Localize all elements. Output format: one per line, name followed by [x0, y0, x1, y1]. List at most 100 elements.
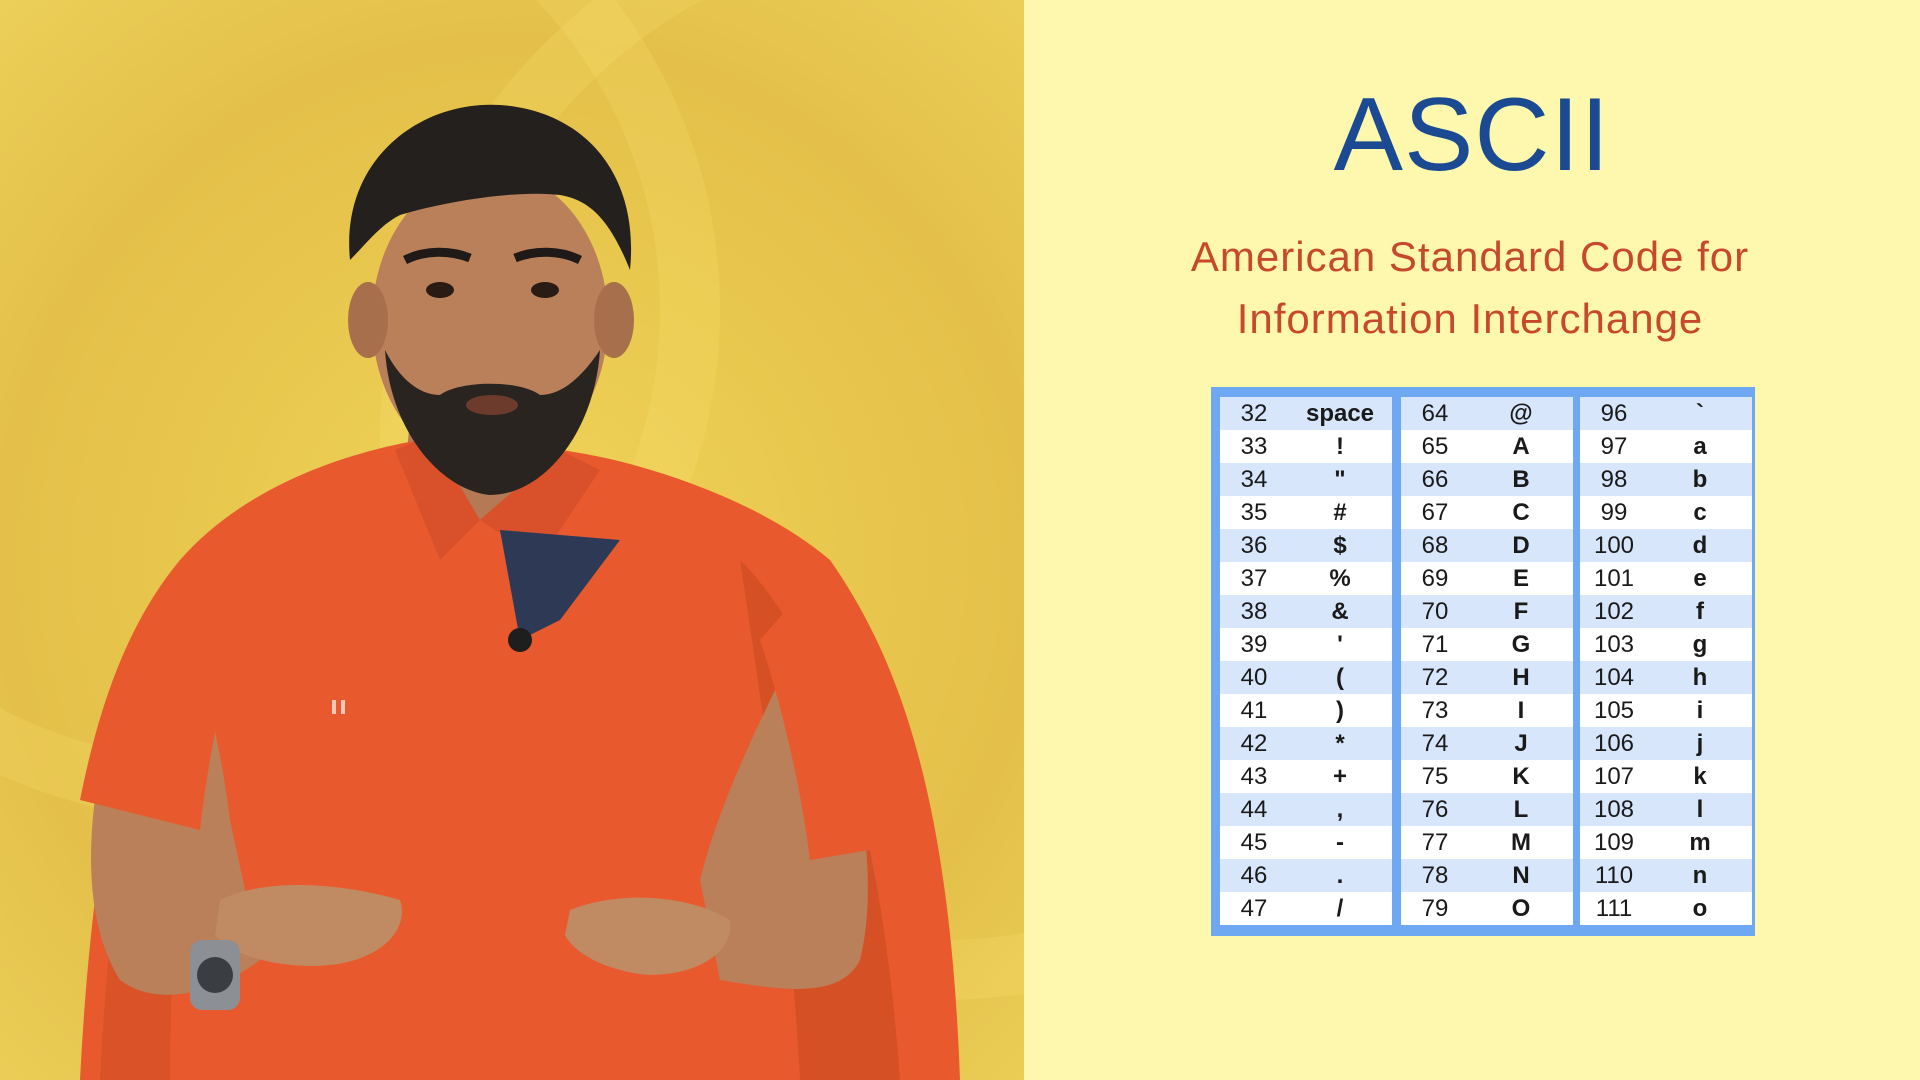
- ascii-character: G: [1511, 631, 1531, 658]
- ascii-character: `: [1696, 400, 1704, 427]
- presenter-hand: [565, 897, 731, 975]
- ascii-table-column: 64 @65 A 66 B 67 C 68 D 69 E 70 F 71 G 72 H 73 I 74 J 75 K 76 L 7…: [1401, 397, 1573, 925]
- presenter-ear: [348, 282, 388, 358]
- table-row: 33!: [1220, 430, 1392, 463]
- presenter-mouth: [466, 395, 518, 415]
- table-row: 111 o: [1580, 892, 1752, 925]
- ascii-character: N: [1512, 862, 1530, 889]
- ascii-code: 32: [1240, 400, 1268, 427]
- ascii-character: H: [1512, 664, 1530, 691]
- ascii-code: 71: [1421, 631, 1449, 658]
- table-row: 102 f: [1580, 595, 1752, 628]
- table-row: 70 F: [1401, 595, 1573, 628]
- ascii-code: 38: [1240, 598, 1268, 625]
- ascii-character: c: [1693, 499, 1707, 526]
- ascii-character: +: [1332, 763, 1347, 790]
- ascii-code: 79: [1421, 895, 1449, 922]
- ascii-character: #: [1333, 499, 1347, 526]
- presenter-figure: [80, 104, 960, 1080]
- ascii-character: E: [1512, 565, 1529, 592]
- ascii-character: F: [1513, 598, 1529, 625]
- ascii-code: 36: [1240, 532, 1268, 559]
- table-row: 109 m: [1580, 826, 1752, 859]
- table-row: 103 g: [1580, 628, 1752, 661]
- ascii-character: %: [1329, 565, 1351, 592]
- table-row: 67 C: [1401, 496, 1573, 529]
- ascii-code: 67: [1421, 499, 1449, 526]
- ascii-code: 66: [1421, 466, 1449, 493]
- table-row: 96 `: [1580, 397, 1752, 430]
- ascii-code: 70: [1421, 598, 1449, 625]
- ascii-code: 101: [1593, 565, 1635, 592]
- table-row: 77 M: [1401, 826, 1573, 859]
- ascii-character: n: [1692, 862, 1708, 889]
- table-row: 40 (: [1220, 661, 1392, 694]
- table-row: 74 J: [1401, 727, 1573, 760]
- presenter-hair: [349, 104, 632, 270]
- table-row: 106 j: [1580, 727, 1752, 760]
- ascii-code: 34: [1240, 466, 1268, 493]
- shirt-sleeve: [760, 560, 930, 860]
- table-row: 99 c: [1580, 496, 1752, 529]
- table-row: 46.: [1220, 859, 1392, 892]
- shirt-sleeve: [80, 560, 250, 830]
- ascii-character: B: [1512, 466, 1530, 493]
- slide-subtitle: American Standard Code for Information I…: [1120, 226, 1820, 350]
- ascii-character: O: [1511, 895, 1531, 922]
- ascii-code: 72: [1421, 664, 1449, 691]
- ascii-code: 43: [1240, 763, 1268, 790]
- table-row: 45 -: [1220, 826, 1392, 859]
- ascii-code: 73: [1421, 697, 1449, 724]
- shirt-collar: [395, 435, 480, 560]
- table-row: 36 $: [1220, 529, 1392, 562]
- table-row: 100 d: [1580, 529, 1752, 562]
- wristwatch-face: [197, 957, 233, 993]
- ascii-code: 103: [1593, 631, 1635, 658]
- table-row: 35 #: [1220, 496, 1392, 529]
- ascii-character: (: [1336, 664, 1344, 691]
- table-row: 38 &: [1220, 595, 1392, 628]
- ascii-code: 40: [1240, 664, 1268, 691]
- table-row: 72 H: [1401, 661, 1573, 694]
- ascii-character: D: [1512, 532, 1530, 559]
- ascii-table-column: 96 ` 97 a 98 b 99 c 100 d 101 e 102 f 103 g 104 h 105 i 106 j…: [1580, 397, 1752, 925]
- ascii-character: l: [1696, 796, 1704, 823]
- ascii-table-column: 32 space 33! 34 " 35 #36 $37% 38 & 39 ' 40 (41) 42 * 43 +…: [1220, 397, 1392, 925]
- ascii-table: 32 space 33! 34 " 35 #36 $37% 38 & 39 ' 40 (41) 42 * 43 +…: [1211, 387, 1755, 936]
- table-row: 78 N: [1401, 859, 1573, 892]
- ascii-code: 100: [1593, 532, 1635, 559]
- ascii-character: a: [1693, 433, 1707, 460]
- ascii-code: 108: [1593, 796, 1635, 823]
- ascii-character: &: [1331, 598, 1349, 625]
- table-row: 37%: [1220, 562, 1392, 595]
- ascii-code: 46: [1240, 862, 1268, 889]
- ascii-code: 35: [1240, 499, 1268, 526]
- ascii-code: 37: [1240, 565, 1268, 592]
- table-row: 44,: [1220, 793, 1392, 826]
- ascii-code: 65: [1421, 433, 1449, 460]
- ascii-character: @: [1509, 400, 1533, 427]
- ascii-code: 44: [1240, 796, 1268, 823]
- ascii-code: 102: [1593, 598, 1635, 625]
- pause-icon: [341, 700, 345, 714]
- ascii-code: 77: [1421, 829, 1449, 856]
- subtitle-line: Information Interchange: [1236, 295, 1704, 342]
- table-row: 98 b: [1580, 463, 1752, 496]
- ascii-character: ): [1336, 697, 1344, 724]
- ascii-character: K: [1512, 763, 1530, 790]
- ascii-character: g: [1692, 631, 1708, 658]
- ascii-character: M: [1511, 829, 1531, 856]
- table-row: 39 ': [1220, 628, 1392, 661]
- ascii-code: 105: [1593, 697, 1635, 724]
- presenter-hand: [215, 885, 402, 966]
- table-row: 41): [1220, 694, 1392, 727]
- table-row: 108 l: [1580, 793, 1752, 826]
- ascii-character: /: [1336, 895, 1344, 922]
- ascii-code: 33: [1240, 433, 1268, 460]
- table-row: 71 G: [1401, 628, 1573, 661]
- ascii-character: -: [1336, 829, 1344, 856]
- table-row: 32 space: [1220, 397, 1392, 430]
- ascii-character: space: [1305, 400, 1375, 427]
- ascii-code: 68: [1421, 532, 1449, 559]
- table-row: 101 e: [1580, 562, 1752, 595]
